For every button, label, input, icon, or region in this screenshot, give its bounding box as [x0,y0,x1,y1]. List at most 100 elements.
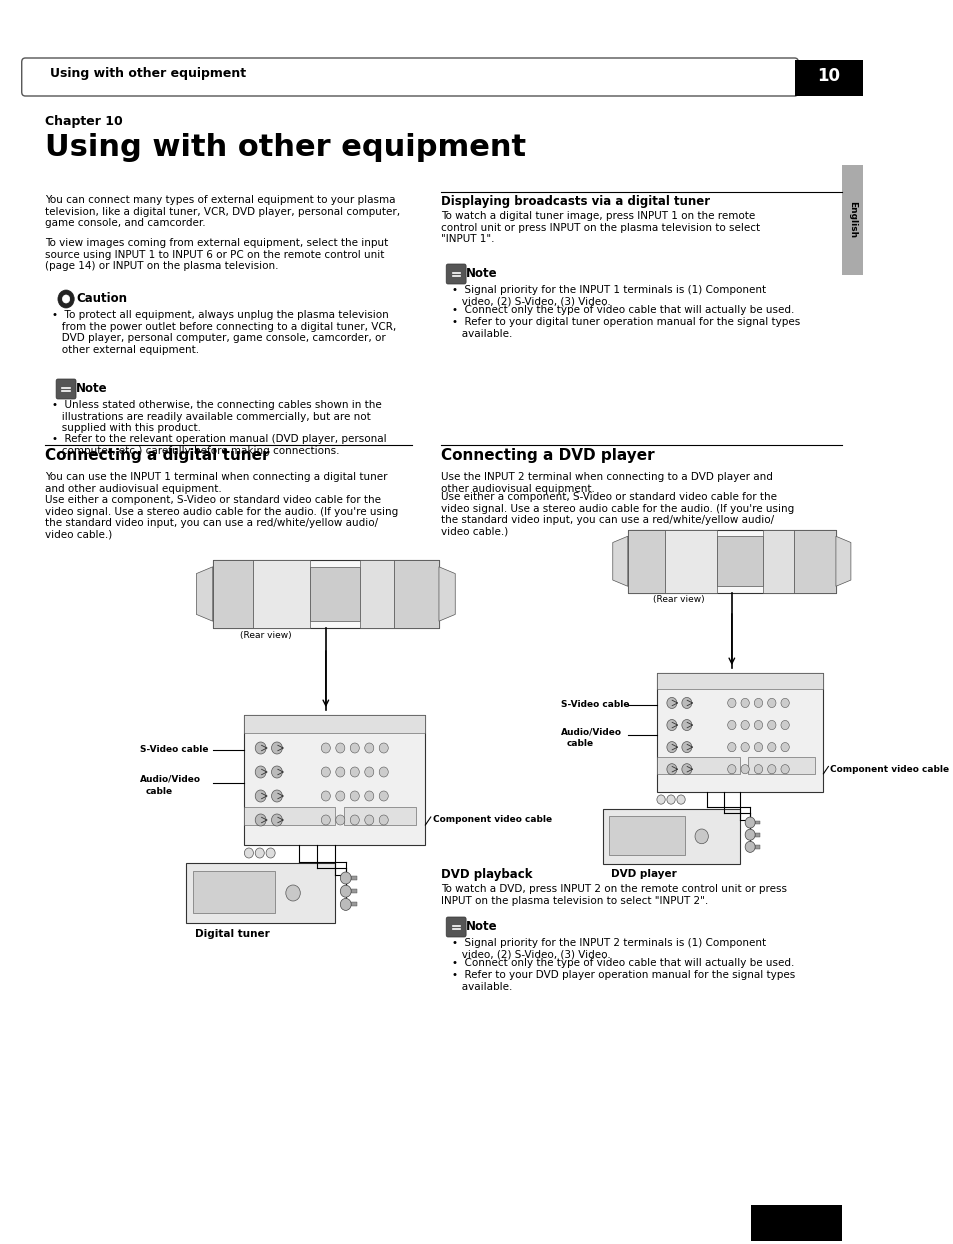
Circle shape [681,698,691,709]
Text: (Rear view): (Rear view) [652,596,703,605]
Text: Digital tuner: Digital tuner [194,929,269,939]
Circle shape [681,719,691,730]
Circle shape [657,795,664,804]
Circle shape [321,768,330,778]
Text: •  Unless stated otherwise, the connecting cables shown in the
   illustrations : • Unless stated otherwise, the connectin… [52,401,382,433]
Text: Component video cable: Component video cable [432,815,551,824]
Circle shape [255,741,266,754]
Circle shape [666,698,677,709]
Circle shape [65,296,68,299]
Circle shape [335,815,344,825]
Bar [344,807,416,825]
Bar [213,560,253,628]
Text: •  Connect only the type of video cable that will actually be used.: • Connect only the type of video cable t… [451,305,793,315]
Circle shape [255,814,266,826]
Circle shape [286,884,300,901]
FancyBboxPatch shape [446,264,466,284]
Circle shape [335,743,344,753]
Circle shape [340,872,351,884]
Text: Caution: Caution [76,292,127,305]
Circle shape [754,743,761,751]
Circle shape [321,791,330,801]
Circle shape [744,841,755,852]
Bar [755,833,760,836]
Circle shape [244,848,253,858]
Circle shape [340,886,351,897]
Circle shape [350,791,359,801]
Circle shape [727,698,735,708]
Text: Use either a component, S-Video or standard video cable for the
video signal. Us: Use either a component, S-Video or stand… [45,495,398,540]
Text: •  Signal priority for the INPUT 2 terminals is (1) Component
   video, (2) S-Vi: • Signal priority for the INPUT 2 termin… [451,938,765,959]
Text: •  Refer to the relevant operation manual (DVD player, personal
   computer, etc: • Refer to the relevant operation manual… [52,434,387,455]
Text: Connecting a DVD player: Connecting a DVD player [440,448,654,463]
Bar [609,816,684,855]
Circle shape [767,720,775,730]
Circle shape [695,829,708,843]
Circle shape [781,720,788,730]
Text: Using with other equipment: Using with other equipment [45,133,526,162]
Circle shape [272,741,282,754]
Circle shape [350,743,359,753]
Circle shape [379,743,388,753]
Circle shape [364,791,374,801]
Circle shape [740,765,748,774]
Bar [244,715,425,733]
Polygon shape [835,536,850,586]
Text: En: En [789,1227,801,1237]
Text: •  To protect all equipment, always unplug the plasma television
   from the pow: • To protect all equipment, always unplu… [52,310,396,355]
Circle shape [727,743,735,751]
Circle shape [740,743,748,751]
Text: cable: cable [565,739,593,748]
Circle shape [666,764,677,775]
Bar [755,845,760,848]
Bar [185,863,335,923]
Bar [213,560,438,628]
Circle shape [364,743,374,753]
Text: English: English [847,202,856,239]
Circle shape [781,765,788,774]
Text: DVD player: DVD player [611,870,676,880]
Bar [657,673,822,689]
Text: 43: 43 [784,1208,807,1227]
Circle shape [321,815,330,825]
Circle shape [754,720,761,730]
Text: (Rear view): (Rear view) [239,631,292,639]
Circle shape [321,743,330,753]
Bar [253,560,310,628]
Circle shape [350,768,359,778]
Text: Audio/Video: Audio/Video [140,775,201,784]
Circle shape [727,765,735,774]
Bar [750,1205,841,1242]
Circle shape [767,743,775,751]
Circle shape [364,768,374,778]
Text: To view images coming from external equipment, select the input
source using INP: To view images coming from external equi… [45,238,388,271]
FancyBboxPatch shape [446,917,466,937]
Circle shape [767,765,775,774]
Circle shape [335,768,344,778]
Circle shape [740,720,748,730]
Circle shape [666,741,677,753]
Circle shape [255,790,266,802]
Circle shape [379,791,388,801]
Text: •  Signal priority for the INPUT 1 terminals is (1) Component
   video, (2) S-Vi: • Signal priority for the INPUT 1 termin… [451,285,765,306]
Text: •  Refer to your DVD player operation manual for the signal types
   available.: • Refer to your DVD player operation man… [451,970,794,991]
Bar [657,758,740,774]
Bar [627,530,835,592]
Circle shape [340,898,351,911]
Bar [244,807,335,825]
Circle shape [677,795,684,804]
Bar [627,530,664,592]
Circle shape [266,848,274,858]
Text: Note: Note [466,267,497,280]
Circle shape [666,795,675,804]
Circle shape [272,814,282,826]
Circle shape [744,830,755,840]
Circle shape [379,815,388,825]
Circle shape [754,698,761,708]
Bar [717,536,762,586]
Circle shape [681,741,691,753]
Circle shape [740,698,748,708]
Circle shape [379,768,388,778]
Text: To watch a digital tuner image, press INPUT 1 on the remote
control unit or pres: To watch a digital tuner image, press IN… [440,211,760,244]
Polygon shape [196,567,213,621]
